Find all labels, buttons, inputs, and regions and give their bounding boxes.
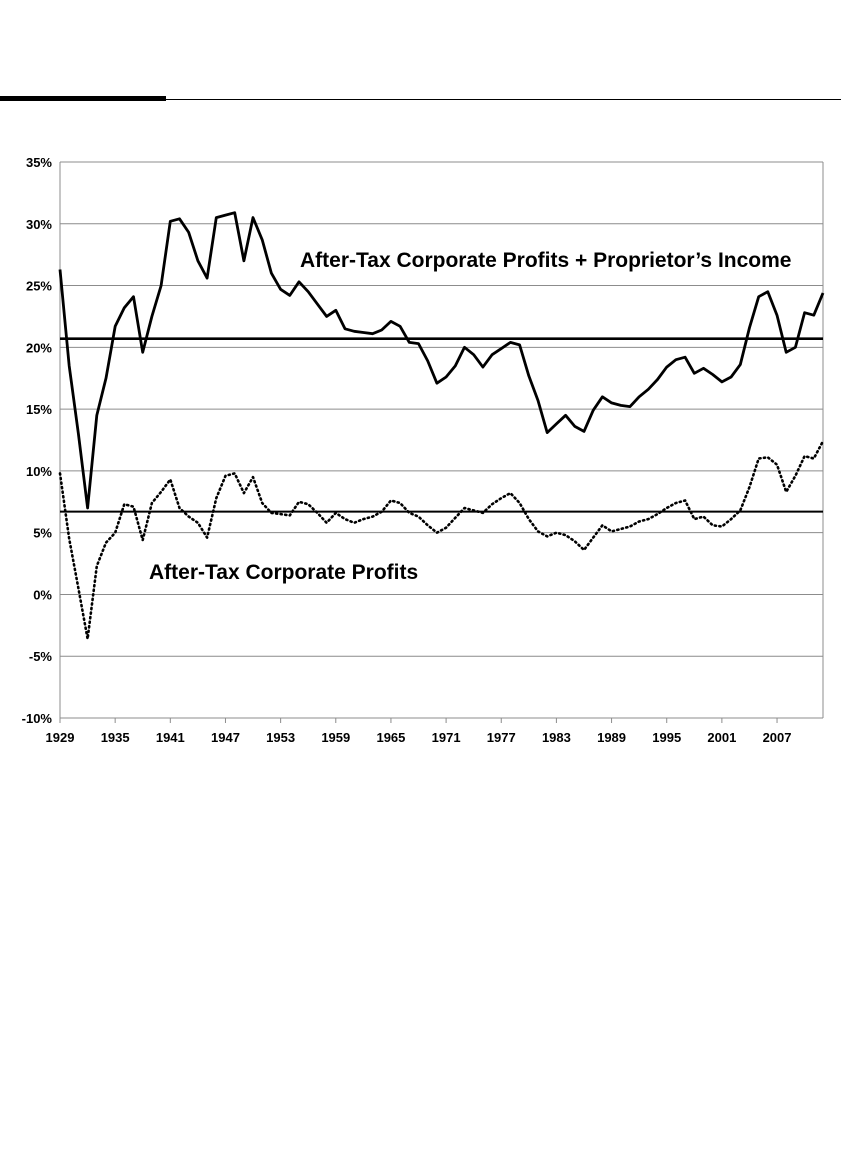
x-tick-label: 1977 (487, 730, 516, 745)
series-line-corporate-plus-proprietor (58, 211, 825, 510)
y-axis-tick-labels: 35% 30% 25% 20% 15% 10% 5% 0% -5% -10% (22, 155, 53, 726)
annotation-corporate-plus-proprietor: After-Tax Corporate Profits + Proprietor… (300, 249, 791, 272)
y-tick-label: -10% (22, 711, 53, 726)
gridlines (60, 161, 823, 719)
data-series (58, 211, 825, 641)
y-tick-label: 10% (26, 464, 52, 479)
annotation-corporate-profits: After-Tax Corporate Profits (149, 561, 418, 584)
plot-area-frame (59, 162, 824, 723)
header-rule-thin (166, 99, 841, 100)
x-tick-label: 1929 (46, 730, 75, 745)
chart-annotations: After-Tax Corporate Profits + Proprietor… (149, 249, 791, 584)
y-tick-label: 0% (33, 587, 52, 602)
header-rule-thick (0, 96, 166, 101)
x-tick-label: 1965 (376, 730, 405, 745)
x-tick-label: 1983 (542, 730, 571, 745)
y-tick-label: 35% (26, 155, 52, 170)
profit-share-line-chart: 35%30%25%20%15%10%5%0%-5%-10% 1929 1935 19… (22, 155, 825, 745)
x-tick-label: 1935 (101, 730, 130, 745)
x-tick-label: 1971 (432, 730, 461, 745)
x-axis-tick-labels: 1929 1935 1941 1947 1953 1959 1965 1971 1977 1983… (46, 730, 792, 745)
y-tick-label: -5% (29, 649, 53, 664)
series-line-corporate-profits (58, 439, 825, 641)
y-tick-label: 30% (26, 217, 52, 232)
x-tick-label: 1953 (266, 730, 295, 745)
average-reference-lines (60, 337, 823, 513)
x-tick-label: 2001 (707, 730, 736, 745)
y-tick-label: 25% (26, 279, 52, 294)
x-tick-label: 1995 (652, 730, 681, 745)
y-tick-label: 15% (26, 402, 52, 417)
x-tick-label: 1989 (597, 730, 626, 745)
x-tick-label: 2007 (763, 730, 792, 745)
x-tick-label: 1941 (156, 730, 185, 745)
y-tick-label: 5% (33, 526, 52, 541)
x-tick-label: 1959 (321, 730, 350, 745)
y-tick-label: 20% (26, 340, 52, 355)
x-tick-label: 1947 (211, 730, 240, 745)
